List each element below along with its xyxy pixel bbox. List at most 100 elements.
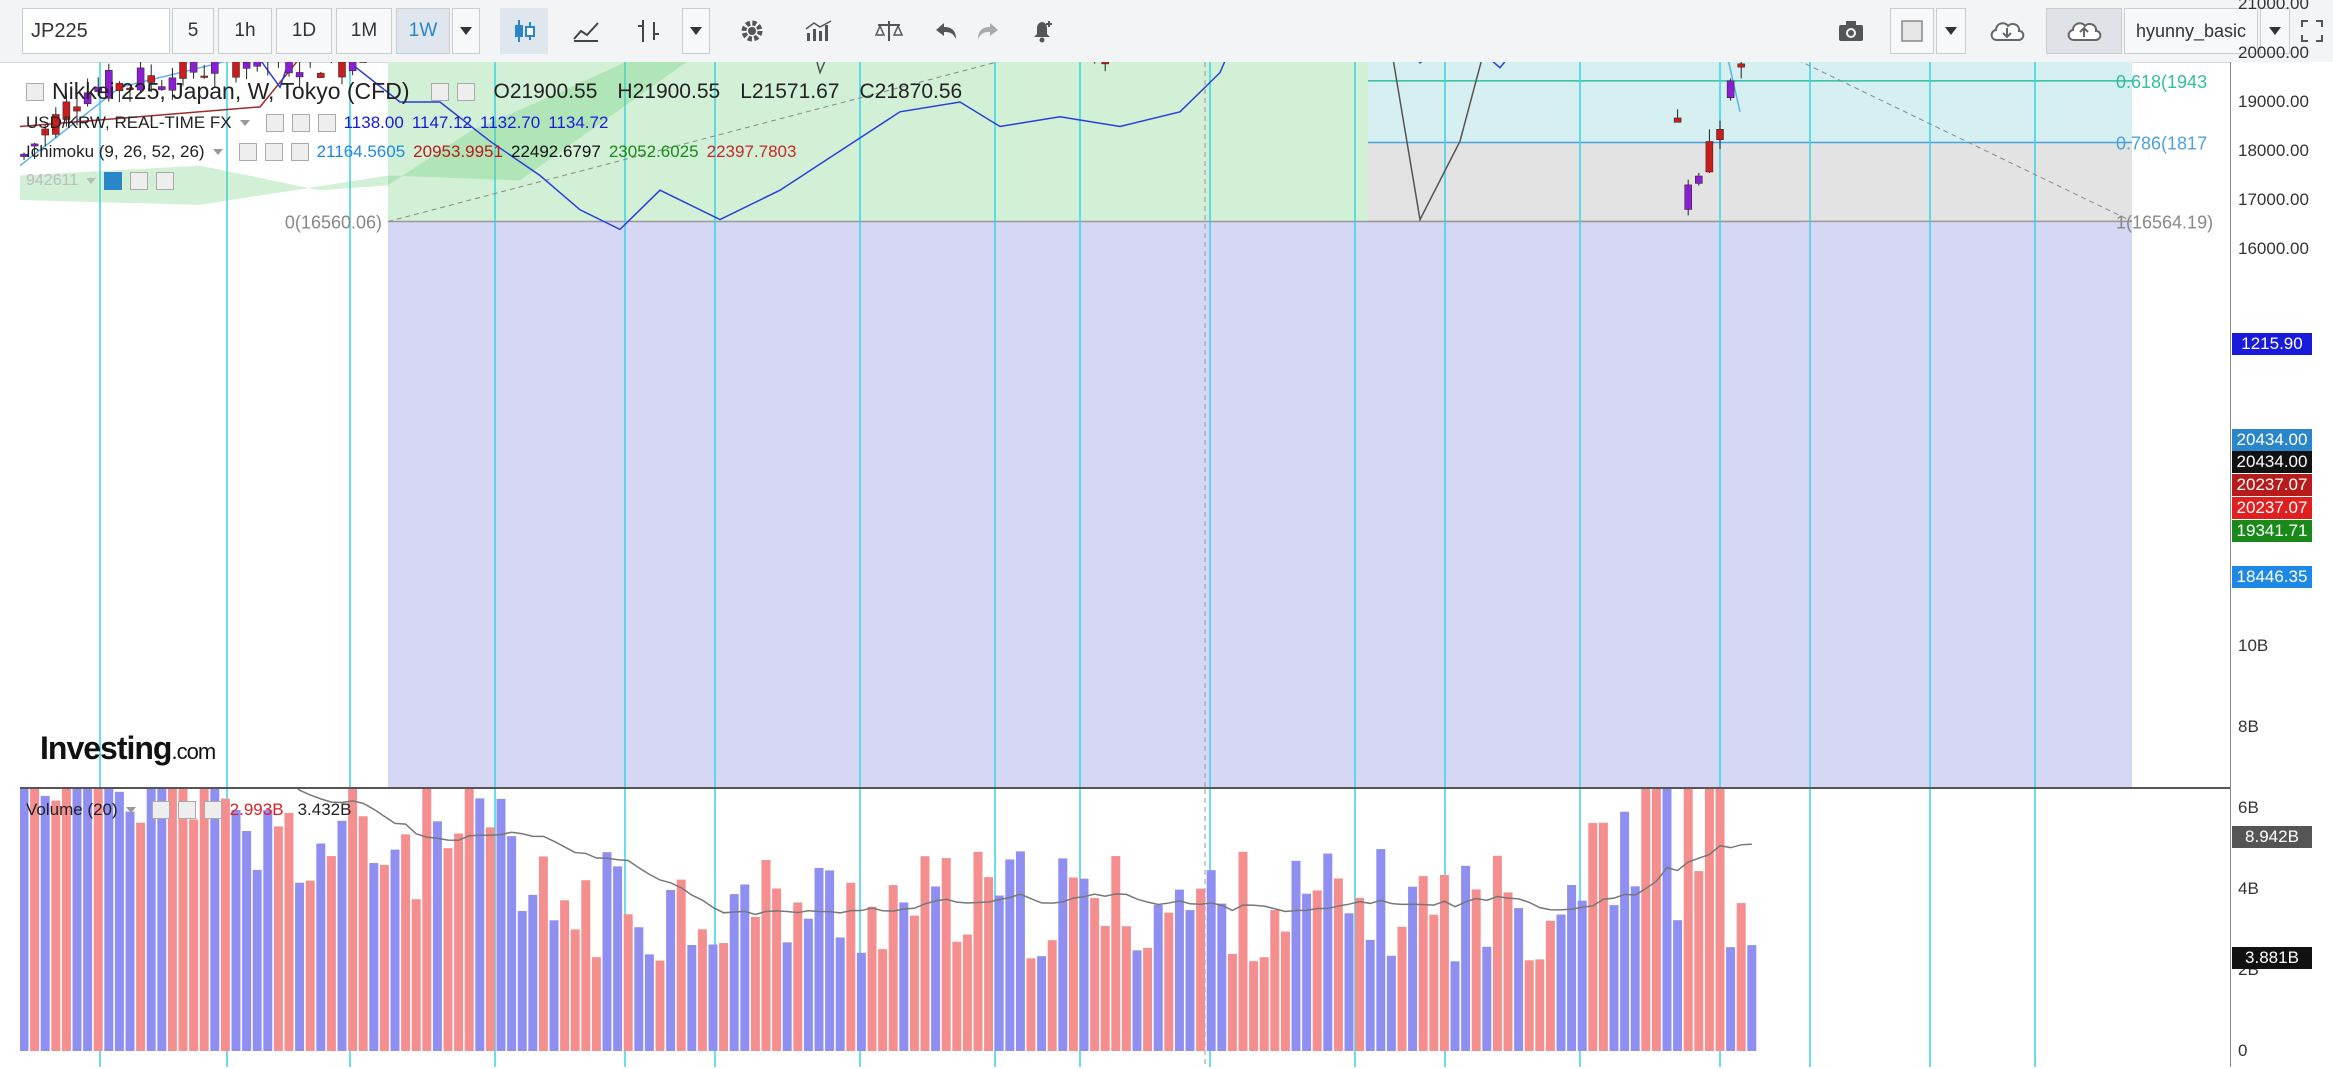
visibility-icon[interactable] <box>238 143 257 161</box>
volume-bar <box>83 789 93 1051</box>
volume-bar <box>1291 860 1301 1051</box>
compare-icon <box>874 21 904 41</box>
candlestick-button[interactable] <box>500 8 548 54</box>
undo-button[interactable] <box>926 8 966 54</box>
trend-line <box>387 62 999 223</box>
volume-bar <box>114 791 124 1051</box>
screenshot-button[interactable] <box>1822 8 1880 54</box>
chevron-down-icon[interactable] <box>239 120 250 126</box>
volume-bar <box>856 952 866 1051</box>
volume-bar <box>1238 851 1248 1051</box>
settings-icon[interactable] <box>130 172 149 190</box>
volume-bar <box>104 789 114 1051</box>
price-chart-panel[interactable]: 1(24111.09)0.786(22495.64)0.618(21226.97… <box>20 62 2230 789</box>
candle-body <box>189 62 198 73</box>
volume-bar <box>1556 914 1566 1051</box>
volume-bar <box>634 927 644 1051</box>
volume-bar <box>242 831 252 1051</box>
volume-bar <box>793 902 803 1051</box>
candle-body <box>1684 184 1692 210</box>
volume-bar <box>1726 947 1736 1051</box>
cloud-load-button[interactable] <box>1976 8 2038 54</box>
close-icon[interactable] <box>317 114 336 132</box>
symbol-input[interactable]: JP225 <box>22 8 170 54</box>
volume-bar <box>1227 953 1237 1051</box>
volume-bar <box>920 856 930 1051</box>
volume-bar <box>1068 877 1078 1051</box>
visibility-icon[interactable] <box>431 82 450 101</box>
compare-button[interactable] <box>864 8 914 54</box>
volume-bar <box>1609 905 1619 1051</box>
candle-body <box>317 72 325 78</box>
line-chart-button[interactable] <box>562 8 610 54</box>
interval-5-button[interactable]: 5 <box>172 8 214 54</box>
ichimoku-cloud <box>20 62 687 205</box>
chevron-down-icon[interactable] <box>86 178 97 184</box>
close-icon[interactable] <box>203 801 222 819</box>
volume-bar <box>931 886 941 1051</box>
interval-1d-button[interactable]: 1D <box>276 8 332 54</box>
layout-button[interactable] <box>1890 8 1934 54</box>
volume-legend: Volume (20) 2.993B 3.432B <box>26 800 351 820</box>
volume-panel[interactable] <box>20 789 2230 1067</box>
volume-bar <box>549 920 559 1051</box>
price-chart-svg[interactable]: 1(24111.09)0.786(22495.64)0.618(21226.97… <box>20 62 2230 787</box>
volume-chart-svg[interactable] <box>20 789 2230 1067</box>
volume-bar <box>432 821 442 1051</box>
volume-bar <box>295 882 305 1051</box>
interval-1h-button[interactable]: 1h <box>218 8 272 54</box>
volume-bar <box>1206 870 1216 1051</box>
chevron-down-icon[interactable] <box>125 807 136 813</box>
settings-icon[interactable] <box>177 801 196 819</box>
volume-bar <box>189 819 199 1051</box>
volume-bar <box>888 885 898 1051</box>
close-icon[interactable] <box>290 143 309 161</box>
volume-bar <box>369 862 379 1051</box>
fullscreen-button[interactable] <box>2292 8 2332 54</box>
volume-bar <box>210 789 220 1051</box>
volume-bar <box>867 906 877 1051</box>
indicators-icon <box>805 20 832 41</box>
price-scale[interactable] <box>2230 62 2333 1067</box>
open-value: O21900.55 <box>493 79 598 103</box>
user-menu-button[interactable]: hyunny_basic <box>2124 8 2258 54</box>
indicators-button[interactable] <box>794 8 844 54</box>
settings-icon[interactable] <box>291 114 310 132</box>
volume-bar <box>1355 897 1365 1051</box>
interval-dropdown-button[interactable] <box>452 8 480 54</box>
volume-bar <box>782 942 792 1051</box>
volume-bar <box>284 812 294 1051</box>
volume-bar <box>1630 886 1640 1051</box>
volume-bar <box>464 789 474 1051</box>
low-value: L21571.67 <box>740 79 840 103</box>
volume-bar <box>1736 903 1746 1051</box>
volume-bar <box>316 843 326 1051</box>
volume-bar <box>941 858 951 1051</box>
volume-bar <box>146 789 156 1051</box>
visibility-icon[interactable] <box>151 801 170 819</box>
settings-icon[interactable] <box>264 143 283 161</box>
visibility-icon[interactable] <box>265 114 284 132</box>
volume-bar <box>570 929 580 1051</box>
close-icon[interactable] <box>156 172 175 190</box>
bar-chart-button[interactable] <box>624 8 672 54</box>
volume-bar <box>507 836 517 1051</box>
visibility-icon[interactable] <box>104 172 123 190</box>
interval-1m-button[interactable]: 1M <box>336 8 392 54</box>
add-alert-button[interactable] <box>1020 8 1064 54</box>
volume-bar <box>1079 878 1089 1051</box>
chevron-down-icon[interactable] <box>212 149 223 155</box>
price-axis-label: 16000.00 <box>2238 239 2309 258</box>
cloud-save-button[interactable] <box>2046 8 2122 54</box>
collapse-icon[interactable] <box>26 82 44 101</box>
user-dropdown-button[interactable] <box>2260 8 2290 54</box>
layout-dropdown-button[interactable] <box>1936 8 1966 54</box>
interval-1w-button[interactable]: 1W <box>396 8 450 54</box>
volume-bar <box>517 911 527 1051</box>
volume-bar <box>379 865 389 1051</box>
settings-icon[interactable] <box>457 82 476 101</box>
settings-button[interactable] <box>728 8 776 54</box>
chart-type-dropdown-button[interactable] <box>682 8 710 54</box>
volume-bar <box>1461 865 1471 1051</box>
redo-button[interactable] <box>968 8 1008 54</box>
